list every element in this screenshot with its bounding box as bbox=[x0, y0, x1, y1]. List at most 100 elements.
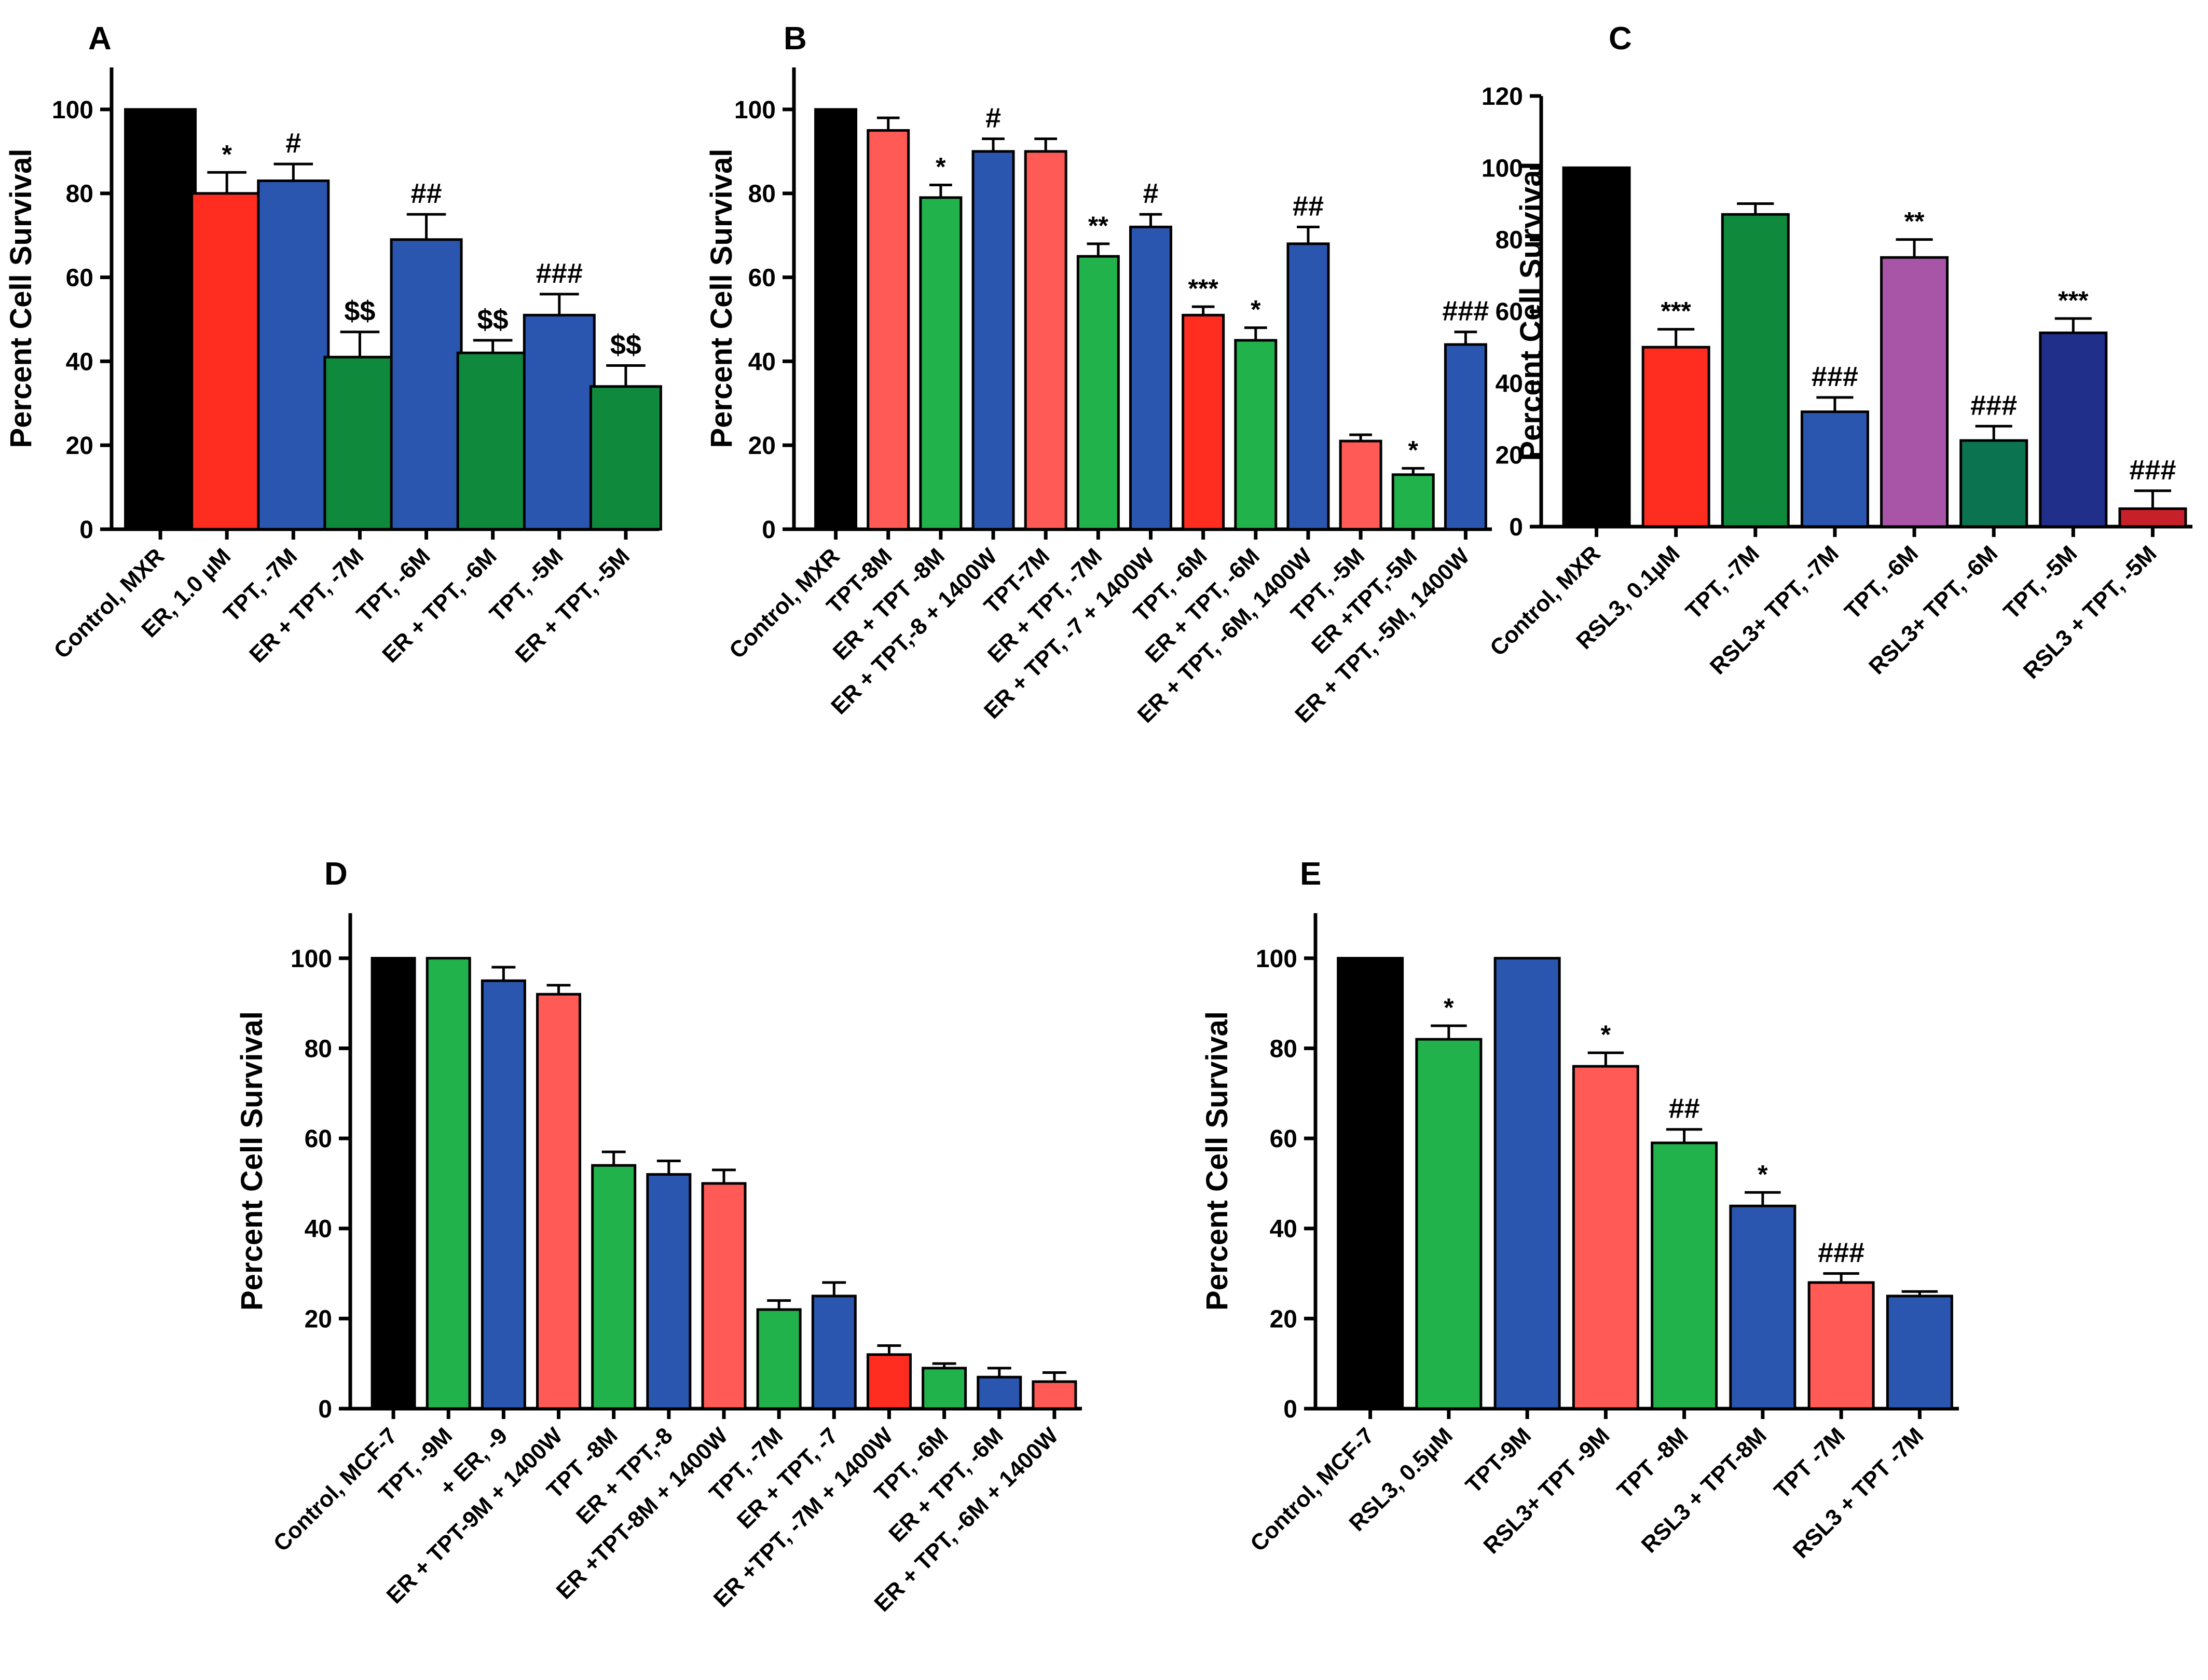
bar bbox=[919, 196, 963, 531]
y-axis-label: Percent Cell Survival bbox=[705, 148, 738, 448]
bar bbox=[1721, 213, 1790, 528]
significance-label: ## bbox=[1293, 190, 1324, 222]
significance-label: # bbox=[985, 103, 1001, 134]
category-label: TPT, -5M bbox=[1999, 541, 2082, 624]
bar bbox=[1959, 439, 2028, 528]
y-tick-label: 100 bbox=[52, 97, 93, 124]
bar bbox=[701, 1182, 747, 1410]
bar bbox=[481, 979, 526, 1410]
bar bbox=[371, 957, 416, 1410]
bar bbox=[866, 1353, 912, 1410]
bar bbox=[646, 1173, 692, 1410]
bar bbox=[1076, 255, 1120, 531]
bar bbox=[124, 108, 197, 531]
significance-label: ### bbox=[1812, 361, 1858, 392]
significance-label: ### bbox=[1442, 296, 1489, 327]
y-tick-label: 100 bbox=[734, 97, 776, 124]
bar bbox=[1493, 957, 1561, 1410]
significance-label: ** bbox=[1904, 207, 1925, 236]
bar bbox=[977, 1375, 1022, 1410]
y-tick-label: 40 bbox=[1496, 370, 1523, 397]
bar bbox=[814, 108, 858, 531]
bar bbox=[1880, 256, 1949, 528]
bar bbox=[1129, 225, 1172, 531]
bar bbox=[922, 1367, 967, 1410]
bar bbox=[1444, 343, 1487, 531]
bar bbox=[1182, 313, 1225, 531]
significance-label: * bbox=[936, 153, 946, 182]
bar bbox=[971, 150, 1015, 531]
y-tick-label: 120 bbox=[1482, 83, 1523, 111]
bar bbox=[1886, 1295, 1953, 1410]
significance-label: * bbox=[1444, 993, 1454, 1022]
significance-label: * bbox=[1408, 436, 1419, 465]
y-axis-label: Percent Cell Survival bbox=[235, 1011, 269, 1311]
y-axis-label: Percent Cell Survival bbox=[4, 148, 38, 448]
bar bbox=[323, 355, 396, 531]
category-label: Control, MCF-7 bbox=[1245, 1423, 1379, 1557]
panel-letter: D bbox=[324, 856, 348, 892]
bar bbox=[591, 1164, 637, 1410]
y-tick-label: 60 bbox=[748, 265, 776, 292]
bar bbox=[1024, 150, 1067, 531]
bar bbox=[523, 313, 596, 531]
y-tick-label: 80 bbox=[1270, 1035, 1297, 1063]
significance-label: $$ bbox=[344, 296, 375, 327]
bar bbox=[2118, 507, 2187, 528]
bar bbox=[390, 238, 463, 531]
y-tick-label: 0 bbox=[762, 516, 776, 544]
panel-letter: B bbox=[784, 21, 807, 57]
bar bbox=[756, 1308, 802, 1410]
bar bbox=[1651, 1141, 1718, 1410]
significance-label: * bbox=[1601, 1020, 1611, 1049]
y-tick-label: 60 bbox=[1270, 1125, 1297, 1153]
significance-label: ### bbox=[1970, 390, 2017, 421]
bar bbox=[190, 192, 264, 531]
y-tick-label: 0 bbox=[1509, 514, 1523, 541]
bar bbox=[1641, 346, 1710, 528]
significance-label: * bbox=[222, 140, 232, 169]
y-tick-label: 60 bbox=[1496, 298, 1523, 326]
y-tick-label: 20 bbox=[305, 1305, 332, 1333]
category-label: RSL3 + TPT -7M bbox=[1788, 1423, 1929, 1563]
panel-a: A Percent Cell Survival 0 20 40 60 80 100 Contro… bbox=[4, 21, 662, 668]
category-label: ER + TPT, -7M bbox=[244, 543, 369, 668]
y-tick-label: 20 bbox=[1270, 1305, 1297, 1333]
significance-label: $$ bbox=[610, 329, 641, 360]
bar bbox=[456, 351, 529, 531]
y-tick-label: 0 bbox=[79, 516, 93, 544]
bar bbox=[536, 993, 582, 1410]
bar bbox=[1337, 957, 1404, 1410]
bar bbox=[811, 1295, 857, 1410]
y-tick-label: 100 bbox=[1256, 945, 1297, 973]
bar bbox=[1729, 1204, 1796, 1410]
bar bbox=[2039, 332, 2108, 528]
significance-label: ### bbox=[1818, 1237, 1864, 1269]
bar bbox=[257, 179, 330, 531]
panel-letter: E bbox=[1300, 856, 1321, 892]
y-axis-label: Percent Cell Survival bbox=[1200, 1011, 1234, 1311]
y-tick-label: 60 bbox=[66, 265, 93, 292]
y-tick-label: 40 bbox=[1270, 1216, 1297, 1243]
bar bbox=[1234, 339, 1278, 531]
y-tick-label: 20 bbox=[66, 432, 93, 460]
category-label: TPT-9M bbox=[1461, 1423, 1536, 1498]
bar bbox=[1286, 242, 1330, 531]
y-tick-label: 80 bbox=[305, 1035, 332, 1063]
significance-label: # bbox=[1143, 178, 1158, 209]
y-tick-label: 20 bbox=[748, 432, 776, 460]
panel-letter: A bbox=[88, 21, 112, 57]
significance-label: *** bbox=[2058, 286, 2089, 315]
bar bbox=[1572, 1065, 1639, 1410]
category-label: ER + TPT, -6M bbox=[377, 543, 502, 668]
category-label: ER + TPT, -5M bbox=[510, 543, 635, 668]
category-label: Control, MXR bbox=[49, 543, 169, 664]
significance-label: ** bbox=[1088, 211, 1108, 240]
significance-label: # bbox=[285, 128, 301, 159]
bar bbox=[426, 957, 471, 1410]
significance-label: ### bbox=[2129, 455, 2176, 486]
